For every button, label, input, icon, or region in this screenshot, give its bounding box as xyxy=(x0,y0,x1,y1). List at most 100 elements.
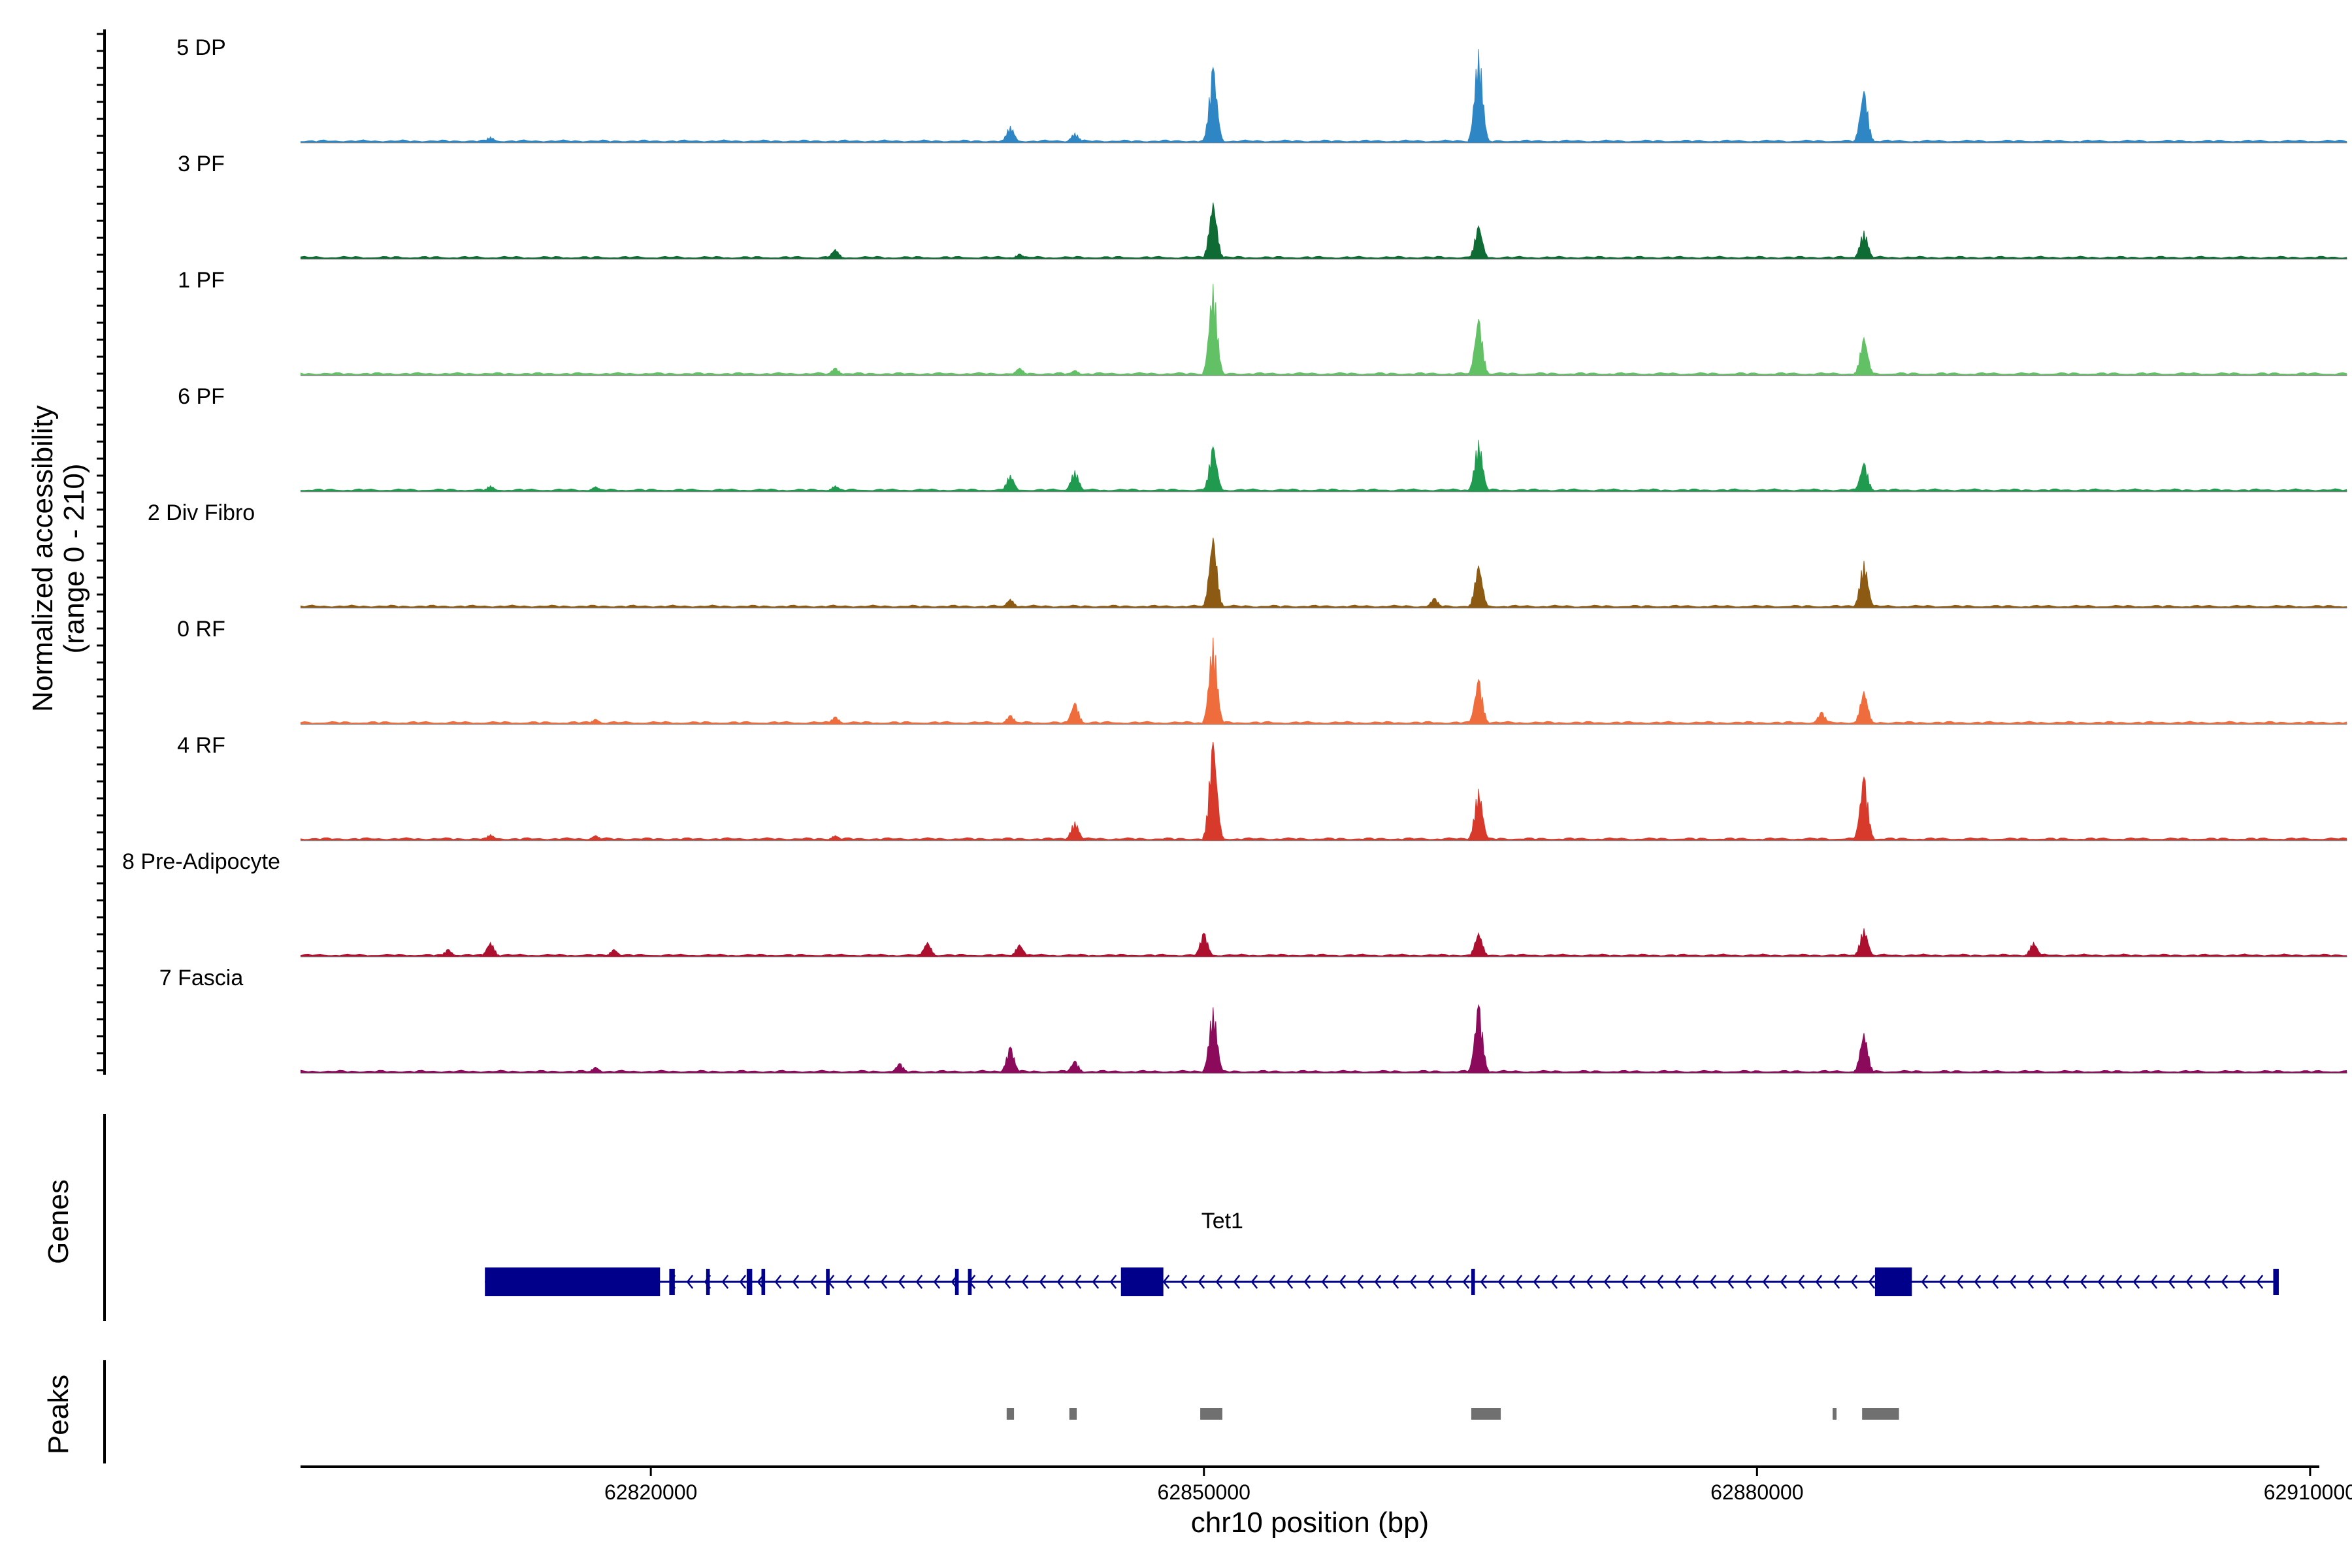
strand-chevron xyxy=(1850,1275,1858,1289)
strand-chevron xyxy=(2185,1275,2193,1289)
strand-chevron xyxy=(686,1275,694,1289)
strand-chevron xyxy=(915,1275,923,1289)
track-label-2-div-fibro: 2 Div Fibro xyxy=(148,500,255,525)
coverage-peak xyxy=(1202,742,1224,841)
coverage-peak xyxy=(1064,370,1086,376)
strand-chevron xyxy=(1445,1275,1452,1289)
coverage-peak xyxy=(1008,367,1031,376)
strand-chevron xyxy=(1921,1275,1929,1289)
track-label-1-pf: 1 PF xyxy=(178,268,225,293)
strand-chevron xyxy=(1938,1275,1946,1289)
strand-chevron xyxy=(739,1275,747,1289)
coverage-peak xyxy=(1064,1060,1086,1073)
track-label-5-dp: 5 DP xyxy=(176,35,226,60)
track-background-signal xyxy=(301,139,2347,142)
coverage-peak xyxy=(1202,1007,1224,1073)
strand-chevron xyxy=(898,1275,906,1289)
track-background-signal xyxy=(301,953,2347,956)
strand-chevron xyxy=(1497,1275,1505,1289)
coverage-peak xyxy=(584,719,607,725)
coverage-peak xyxy=(603,949,625,957)
coverage-track-0-rf xyxy=(301,637,2347,725)
strand-chevron xyxy=(1109,1275,1117,1289)
strand-chevron xyxy=(792,1275,800,1289)
coverage-peak xyxy=(1467,1004,1490,1073)
x-axis: 62820000 62850000 62880000 62910000 xyxy=(301,1465,2352,1504)
coverage-peak xyxy=(824,248,846,259)
track-background-signal xyxy=(301,721,2347,724)
strand-chevron xyxy=(1374,1275,1382,1289)
strand-chevron xyxy=(2097,1275,2105,1289)
coverage-peak xyxy=(1202,66,1224,143)
strand-chevron xyxy=(2132,1275,2140,1289)
strand-chevron xyxy=(1409,1275,1417,1289)
coverage-peak xyxy=(1193,932,1215,957)
strand-chevron xyxy=(2062,1275,2070,1289)
coverage-peak xyxy=(1467,678,1490,725)
coverage-peak xyxy=(916,941,939,957)
peak-region xyxy=(1069,1408,1077,1420)
track-label-8-pre-adipocyte: 8 Pre-Adipocyte xyxy=(122,849,280,874)
peaks-axis-title: Peaks xyxy=(42,1375,74,1454)
strand-chevron xyxy=(2238,1275,2246,1289)
peak-region xyxy=(1862,1408,1899,1420)
track-background-signal xyxy=(301,1070,2347,1073)
coverage-peak xyxy=(999,125,1021,143)
strand-chevron xyxy=(1233,1275,1241,1289)
track-label-4-rf: 4 RF xyxy=(177,733,225,758)
track-background-signal xyxy=(301,488,2347,491)
strand-chevron xyxy=(1639,1275,1646,1289)
strand-chevron xyxy=(880,1275,888,1289)
coverage-peak xyxy=(889,1063,911,1073)
strand-chevron xyxy=(1392,1275,1399,1289)
coverage-peak xyxy=(1202,637,1224,725)
track-label-7-fascia: 7 Fascia xyxy=(159,966,244,990)
gene-exon xyxy=(485,1267,661,1296)
x-tick-label: 62880000 xyxy=(1710,1480,1803,1504)
gene-exon xyxy=(955,1269,959,1295)
strand-chevron xyxy=(1744,1275,1752,1289)
strand-chevron xyxy=(1991,1275,1999,1289)
strand-chevron xyxy=(1339,1275,1347,1289)
gene-exon xyxy=(1120,1267,1164,1296)
coverage-track-3-pf xyxy=(301,203,2347,260)
strand-chevron xyxy=(845,1275,853,1289)
coverage-peak xyxy=(1467,565,1490,608)
strand-chevron xyxy=(1780,1275,1788,1289)
coverage-peak xyxy=(480,941,502,957)
coverage-track-7-fascia xyxy=(301,1004,2347,1074)
strand-chevron xyxy=(2044,1275,2052,1289)
coverage-peak xyxy=(584,486,607,492)
coverage-peak xyxy=(1202,446,1224,492)
coverage-peak xyxy=(584,1066,607,1073)
strand-chevron xyxy=(1021,1275,1029,1289)
coverage-peak xyxy=(2023,941,2045,957)
coverage-track-2-div-fibro xyxy=(301,537,2347,609)
gene-exon xyxy=(1874,1267,1912,1296)
coverage-peak xyxy=(480,485,502,492)
gene-exon xyxy=(826,1269,830,1295)
coverage-peak xyxy=(1008,944,1031,957)
coverage-peak xyxy=(1467,789,1490,841)
strand-chevron xyxy=(2009,1275,2017,1289)
strand-chevron xyxy=(1303,1275,1311,1289)
strand-chevron xyxy=(986,1275,994,1289)
coverage-peak xyxy=(1853,776,1875,841)
track-label-6-pf: 6 PF xyxy=(178,384,225,409)
coverage-peak xyxy=(1810,711,1833,725)
genes-axis-title: Genes xyxy=(42,1179,74,1264)
coverage-peak xyxy=(1008,253,1031,259)
strand-chevron xyxy=(1250,1275,1258,1289)
strand-chevron xyxy=(1004,1275,1011,1289)
coverage-peak xyxy=(1467,319,1490,376)
coverage-peak xyxy=(1467,932,1490,957)
strand-chevron xyxy=(2027,1275,2034,1289)
strand-chevron xyxy=(1286,1275,1294,1289)
strand-chevron xyxy=(1321,1275,1329,1289)
y-axis-title-line2: (range 0 - 210) xyxy=(58,463,90,653)
coverage-peak xyxy=(1064,702,1086,725)
coverage-tracks xyxy=(301,49,2347,1074)
strand-chevron xyxy=(1215,1275,1223,1289)
gene-exon xyxy=(706,1269,710,1295)
track-background-signal xyxy=(301,255,2347,259)
